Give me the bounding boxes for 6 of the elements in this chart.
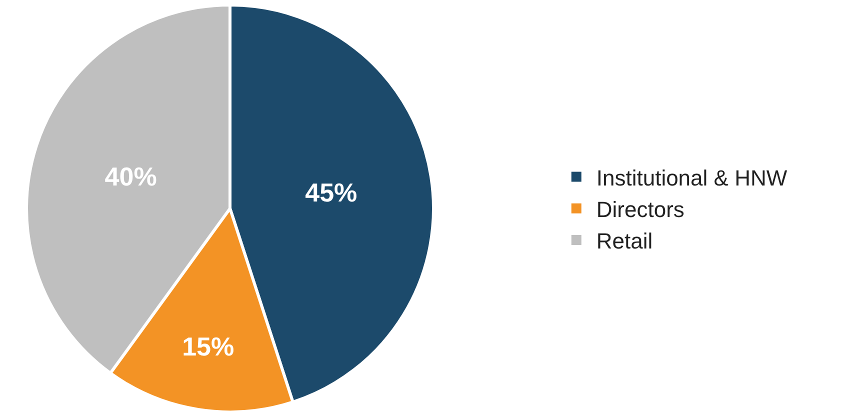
legend-label: Directors — [596, 196, 684, 222]
legend-label: Retail — [596, 228, 653, 254]
legend-label: Institutional & HNW — [596, 165, 788, 190]
data-label: 15% — [182, 332, 234, 362]
data-label: 40% — [104, 161, 157, 192]
data-label: 45% — [305, 177, 358, 208]
